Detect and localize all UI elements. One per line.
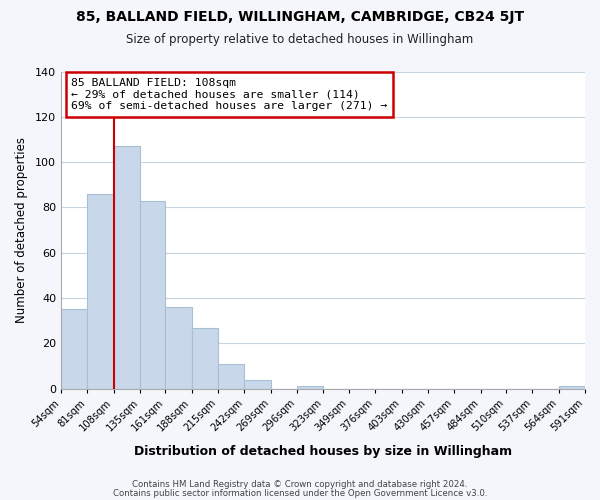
Text: Contains HM Land Registry data © Crown copyright and database right 2024.: Contains HM Land Registry data © Crown c… [132, 480, 468, 489]
Bar [297, 386, 323, 388]
Bar [61, 310, 87, 388]
Bar [244, 380, 271, 388]
Bar [113, 146, 140, 388]
Bar [192, 328, 218, 388]
Text: 85, BALLAND FIELD, WILLINGHAM, CAMBRIDGE, CB24 5JT: 85, BALLAND FIELD, WILLINGHAM, CAMBRIDGE… [76, 10, 524, 24]
Bar [140, 200, 166, 388]
Text: 85 BALLAND FIELD: 108sqm
← 29% of detached houses are smaller (114)
69% of semi-: 85 BALLAND FIELD: 108sqm ← 29% of detach… [71, 78, 388, 111]
Bar [559, 386, 585, 388]
Text: Size of property relative to detached houses in Willingham: Size of property relative to detached ho… [127, 32, 473, 46]
Bar [218, 364, 244, 388]
Bar [166, 307, 192, 388]
Bar [87, 194, 113, 388]
Text: Contains public sector information licensed under the Open Government Licence v3: Contains public sector information licen… [113, 488, 487, 498]
Y-axis label: Number of detached properties: Number of detached properties [15, 137, 28, 323]
X-axis label: Distribution of detached houses by size in Willingham: Distribution of detached houses by size … [134, 444, 512, 458]
